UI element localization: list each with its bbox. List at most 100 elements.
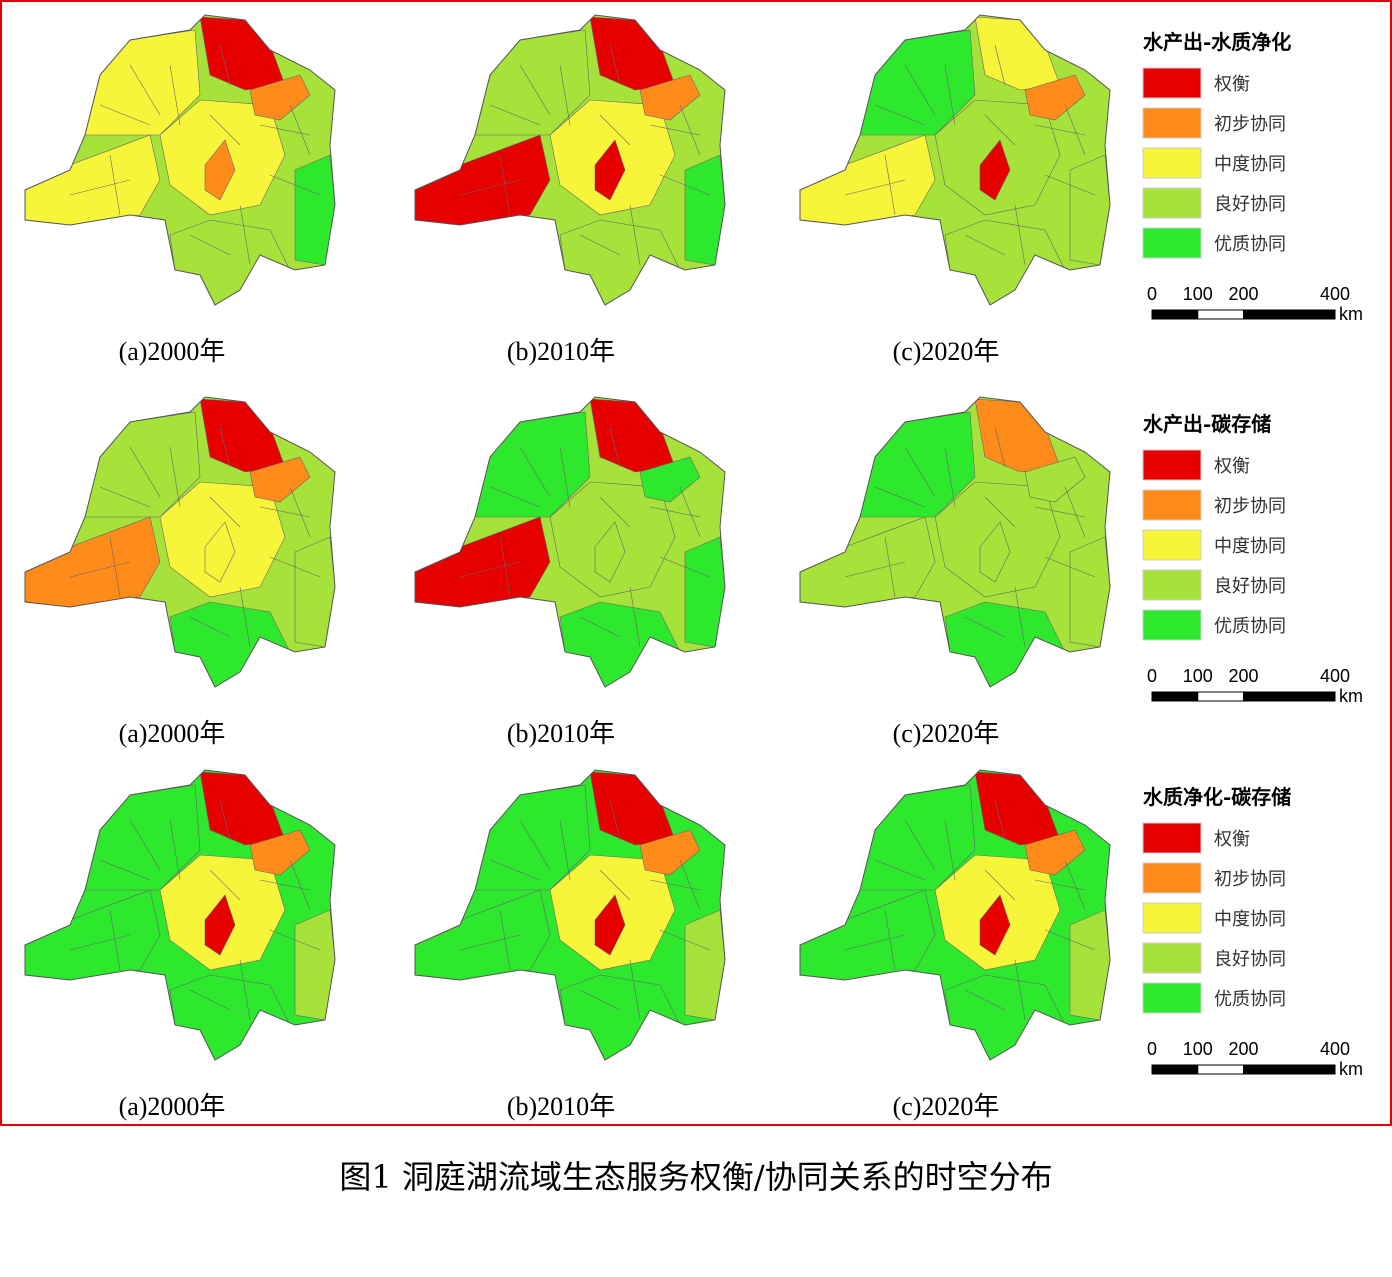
scale-label: 0 [1147, 666, 1157, 686]
legend-label: 优质协同 [1214, 989, 1286, 1010]
legend-title: 水产出-碳存储 [1143, 412, 1271, 436]
basin-map [414, 769, 726, 1061]
panel-caption: (b)2010年 [507, 1092, 615, 1121]
map-region [249, 74, 311, 121]
legend-swatch [1142, 529, 1202, 561]
legend-swatch [1142, 67, 1202, 99]
map-outline [24, 396, 336, 688]
legend-swatch [1142, 489, 1202, 521]
map-region [294, 536, 335, 648]
scale-unit: km [1339, 1059, 1363, 1079]
scale-segment [1151, 691, 1199, 702]
panel-caption: (c)2020年 [893, 337, 1000, 366]
legend-swatch [1142, 147, 1202, 179]
map-fill [800, 397, 1110, 687]
map-outline [799, 396, 1111, 688]
basin-map [24, 14, 336, 306]
legend-swatch [1142, 942, 1202, 974]
map-region [639, 456, 701, 503]
subbasin-lines [69, 44, 321, 266]
subbasin-lines [69, 426, 321, 648]
legend-swatch [1142, 569, 1202, 601]
panel-caption: (a)2000年 [119, 719, 226, 748]
map-fill [415, 15, 725, 305]
scale-segment [1243, 691, 1336, 702]
map-region [594, 894, 626, 956]
scale-label: 400 [1320, 284, 1350, 304]
legend-swatch [1142, 227, 1202, 259]
legend-label: 权衡 [1214, 829, 1250, 850]
legend-swatch [1142, 982, 1202, 1014]
map-region [979, 521, 1011, 583]
legend-label: 中度协同 [1214, 536, 1286, 557]
legend-label: 中度协同 [1214, 154, 1286, 175]
map-outline [24, 14, 336, 306]
scale-label: 100 [1183, 284, 1213, 304]
subbasin-lines [844, 799, 1096, 1021]
map-region [249, 829, 311, 876]
map-fill [25, 15, 335, 305]
map-region [684, 154, 725, 266]
legend-label: 初步协同 [1214, 114, 1286, 135]
map-outline [414, 14, 726, 306]
scale-segment [1197, 309, 1244, 320]
map-outline [799, 14, 1111, 306]
scale-label: 0 [1147, 284, 1157, 304]
basin-map [799, 769, 1111, 1061]
map-region [1024, 829, 1086, 876]
scale-segment [1243, 309, 1336, 320]
map-outline [414, 769, 726, 1061]
legend-swatch [1142, 187, 1202, 219]
map-region [249, 456, 311, 503]
legend-title: 水产出-水质净化 [1143, 30, 1291, 54]
legend-label: 优质协同 [1214, 616, 1286, 637]
legend-label: 权衡 [1214, 456, 1250, 477]
subbasin-lines [459, 799, 711, 1021]
subbasin-lines [459, 426, 711, 648]
subbasin-lines [844, 44, 1096, 266]
legend-label: 权衡 [1214, 74, 1250, 95]
panel-caption: (a)2000年 [119, 337, 226, 366]
scale-segment [1243, 1064, 1336, 1075]
scale-label: 0 [1147, 1039, 1157, 1059]
legend-label: 良好协同 [1214, 949, 1286, 970]
map-outline [799, 769, 1111, 1061]
map-region [684, 909, 725, 1021]
legend-label: 初步协同 [1214, 869, 1286, 890]
legend-label: 中度协同 [1214, 909, 1286, 930]
map-region [979, 894, 1011, 956]
legend-swatch [1142, 449, 1202, 481]
scale-label: 200 [1228, 284, 1258, 304]
scale-segment [1151, 1064, 1199, 1075]
legend-swatch [1142, 902, 1202, 934]
scale-segment [1197, 1064, 1244, 1075]
scale-unit: km [1339, 304, 1363, 324]
panel-caption: (b)2010年 [507, 337, 615, 366]
subbasin-lines [459, 44, 711, 266]
map-region [594, 521, 626, 583]
scale-label: 100 [1183, 1039, 1213, 1059]
map-region [684, 536, 725, 648]
scale-label: 100 [1183, 666, 1213, 686]
legend-swatch [1142, 107, 1202, 139]
map-region [204, 521, 236, 583]
legend-label: 良好协同 [1214, 194, 1286, 215]
basin-map [414, 14, 726, 306]
legend-swatch [1142, 609, 1202, 641]
panel-caption: (a)2000年 [119, 1092, 226, 1121]
map-region [1024, 456, 1086, 503]
map-fill [25, 397, 335, 687]
map-region [1069, 909, 1110, 1021]
figure-caption: 图1 洞庭湖流域生态服务权衡/协同关系的时空分布 [339, 1158, 1052, 1196]
map-region [1069, 154, 1110, 266]
map-outline [24, 769, 336, 1061]
map-region [204, 139, 236, 201]
map-fill [800, 770, 1110, 1060]
subbasin-lines [844, 426, 1096, 648]
legend-label: 良好协同 [1214, 576, 1286, 597]
legend-label: 初步协同 [1214, 496, 1286, 517]
map-region [979, 139, 1011, 201]
basin-map [414, 396, 726, 688]
panel-caption: (b)2010年 [507, 719, 615, 748]
